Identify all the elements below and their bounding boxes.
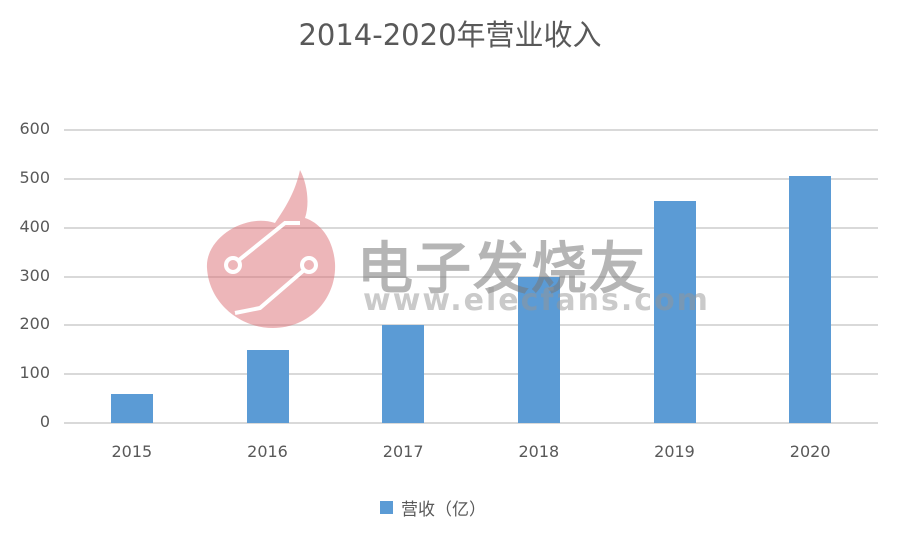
y-tick-label: 600 xyxy=(19,119,50,138)
gridline xyxy=(64,373,878,376)
x-tick-label: 2020 xyxy=(789,442,831,461)
chart-title: 2014-2020年营业收入 xyxy=(298,18,602,52)
gridline xyxy=(64,177,878,180)
bar-2016 xyxy=(246,349,289,423)
y-tick-label: 300 xyxy=(19,265,50,285)
y-tick-label: 400 xyxy=(19,216,50,236)
bar-2018 xyxy=(517,276,560,423)
legend-swatch xyxy=(380,501,393,514)
x-tick-label: 2018 xyxy=(518,442,560,461)
bar-2015 xyxy=(110,393,153,423)
x-tick-label: 2015 xyxy=(111,442,153,461)
legend: 营收（亿） xyxy=(380,495,486,520)
gridline xyxy=(64,324,878,327)
bar-2017 xyxy=(382,325,425,423)
bar-2019 xyxy=(653,200,696,423)
y-tick-label: 200 xyxy=(19,314,50,334)
legend-label: 营收（亿） xyxy=(401,500,486,520)
gridline xyxy=(64,129,878,131)
y-tick-label: 500 xyxy=(19,167,50,187)
gridline xyxy=(64,275,878,278)
bar-2020 xyxy=(789,176,832,423)
gridline xyxy=(64,422,878,424)
y-tick-label: 100 xyxy=(19,363,50,383)
x-tick-label: 2016 xyxy=(247,442,288,461)
gridline xyxy=(64,226,878,229)
y-tick-label: 0 xyxy=(39,412,50,431)
x-tick-label: 2019 xyxy=(654,442,695,461)
x-tick-label: 2017 xyxy=(382,442,424,461)
